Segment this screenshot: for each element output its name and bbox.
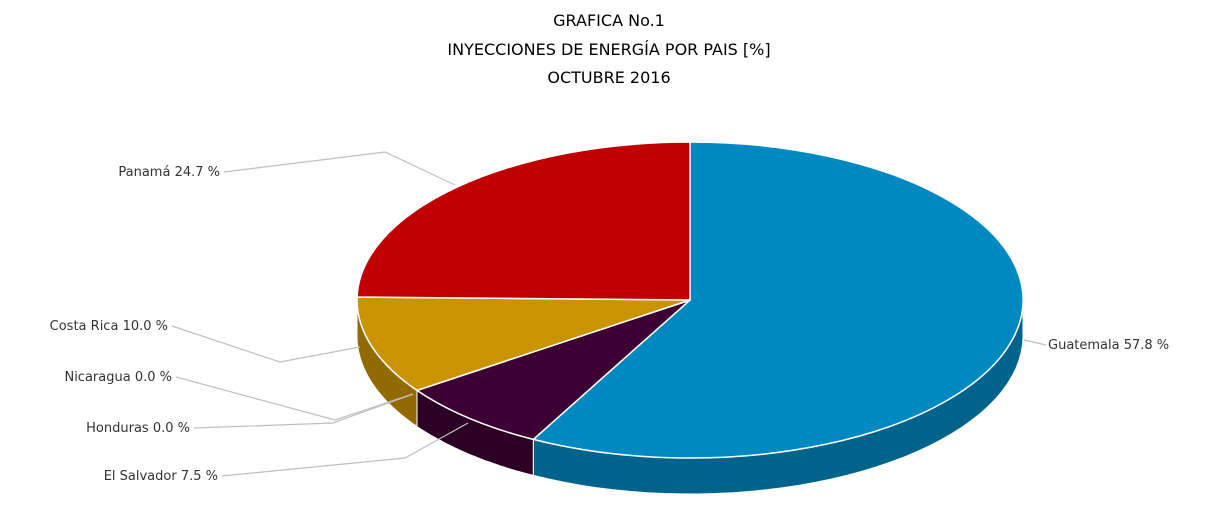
slice [356,296,691,392]
data-label: Panamá 24.7 % [118,165,220,180]
label-category: Honduras [86,421,149,436]
label-category: Nicaragua [64,370,130,385]
leader-line [175,376,414,421]
label-value: 0.0 % [153,421,190,436]
label-value: 24.7 % [175,165,220,180]
chart-period: OCTUBRE 2016 [547,68,670,87]
slice [415,299,691,441]
data-label: El Salvador 7.5 % [104,469,218,484]
data-label: Costa Rica 10.0 % [50,319,168,334]
label-value: 0.0 % [135,370,172,385]
leader-line [193,393,414,429]
label-category: Panamá [118,165,170,180]
leader-line [223,151,456,186]
leader-line [221,422,469,477]
data-label: Guatemala 57.8 % [1048,338,1169,353]
label-category: El Salvador [104,469,178,484]
data-label: Nicaragua 0.0 % [64,370,172,385]
chart-subtitle: INYECCIONES DE ENERGÍA POR PAIS [%] [447,40,770,59]
label-category: Guatemala [1048,338,1120,353]
chart-title: GRAFICA No.1 [553,11,665,30]
leader-line [1023,339,1047,346]
label-value: 7.5 % [181,469,218,484]
label-category: Costa Rica [50,319,119,334]
label-value: 57.8 % [1124,338,1169,353]
data-label: Honduras 0.0 % [86,421,190,436]
slice [356,141,691,301]
leader-line [171,325,361,363]
label-value: 10.0 % [123,319,168,334]
slice [531,141,1024,459]
